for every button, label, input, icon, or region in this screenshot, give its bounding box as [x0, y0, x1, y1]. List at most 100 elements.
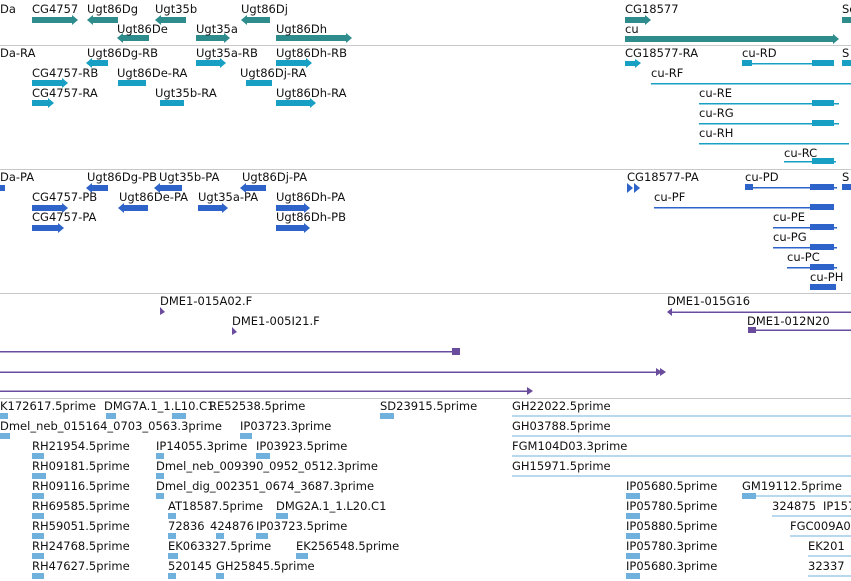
transcript-label-cu-RC[interactable]: cu-RC — [784, 146, 818, 160]
est-label[interactable]: IP03723.3prime — [240, 419, 332, 433]
est-label[interactable]: RH69585.5prime — [32, 499, 130, 513]
protein-CG4757-PB-glyph[interactable] — [32, 205, 62, 211]
protein-Ugt35b-PA-glyph[interactable] — [160, 185, 182, 191]
transcript-label-cu-RE[interactable]: cu-RE — [699, 86, 733, 100]
transcript-cu-RH-glyph[interactable] — [699, 143, 849, 145]
est-glyph[interactable] — [168, 513, 176, 519]
transcript-label-Ugt86Dg-RB[interactable]: Ugt86Dg-RB — [87, 46, 159, 60]
protein-label-Da-PA[interactable]: Da-PA — [0, 170, 35, 184]
est-glyph[interactable] — [296, 553, 308, 559]
transcript-label-Ugt86Dh-RB[interactable]: Ugt86Dh-RB — [276, 46, 348, 60]
est-label[interactable]: IP03923.5prime — [256, 439, 348, 453]
protein-label-cu-PG[interactable]: cu-PG — [773, 230, 807, 244]
gene-Ugt86Dj-glyph[interactable] — [247, 17, 270, 23]
transcript-CG4757-RA-glyph[interactable] — [32, 100, 48, 106]
protein-label-Ugt35b-PA[interactable]: Ugt35b-PA — [159, 170, 220, 184]
est-glyph[interactable] — [32, 513, 44, 519]
est-glyph[interactable] — [742, 493, 756, 499]
est-label[interactable]: GM19112.5prime — [742, 479, 842, 493]
protein-label-CG4757-PA[interactable]: CG4757-PA — [32, 210, 97, 224]
est-glyph[interactable] — [0, 433, 10, 439]
protein-Ugt35a-PA-glyph[interactable] — [198, 205, 222, 211]
protein-label-Ugt86Dg-PB[interactable]: Ugt86Dg-PB — [87, 170, 157, 184]
transcript-label-Ugt35a-RB[interactable]: Ugt35a-RB — [196, 46, 258, 60]
est-label[interactable]: RH21954.5prime — [32, 439, 130, 453]
protein-Da-PA-glyph[interactable] — [0, 185, 5, 191]
protein-Ugt86Dg-PB-glyph[interactable] — [92, 185, 108, 191]
protein-label-cu-PH[interactable]: cu-PH — [810, 270, 844, 284]
protein-CG4757-PA-glyph[interactable] — [32, 225, 58, 231]
clone-label-DME1-015A02.F[interactable]: DME1-015A02.F — [160, 294, 253, 308]
est-glyph[interactable] — [380, 413, 394, 419]
transcript-label-Ugt86Dh-RA[interactable]: Ugt86Dh-RA — [276, 86, 347, 100]
gene-label-CG18577[interactable]: CG18577 — [625, 2, 679, 16]
protein-cu-PG-glyph[interactable] — [773, 247, 837, 249]
gene-label-Ugt35a[interactable]: Ugt35a — [196, 22, 238, 36]
protein-label-cu-PE[interactable]: cu-PE — [773, 210, 805, 224]
transcript-label-Ugt86De-RA[interactable]: Ugt86De-RA — [117, 66, 188, 80]
est-label[interactable]: GH25845.5prime — [216, 559, 315, 573]
est-label[interactable]: IP14055.3prime — [156, 439, 248, 453]
clone-label-DME1-005I21.F[interactable]: DME1-005I21.F — [232, 314, 320, 328]
est-glyph[interactable] — [240, 433, 252, 439]
est-glyph[interactable] — [32, 573, 44, 579]
est-label[interactable]: EK063327.5prime — [168, 539, 272, 553]
est-label[interactable]: RE52538.5prime — [209, 399, 306, 413]
est-label[interactable]: IP03723.5prime — [256, 519, 348, 533]
est-glyph[interactable] — [32, 453, 44, 459]
est-glyph[interactable] — [168, 573, 176, 579]
protein-cu-PH-glyph[interactable] — [810, 284, 836, 290]
transcript-label-cu-RG[interactable]: cu-RG — [699, 106, 734, 120]
est-label[interactable]: RH59051.5prime — [32, 519, 130, 533]
transcript-cu-RG-glyph[interactable] — [699, 123, 839, 125]
est-glyph[interactable] — [256, 533, 268, 539]
transcript-cu-RF-glyph[interactable] — [651, 83, 851, 85]
est-label[interactable]: RH09181.5prime — [32, 459, 130, 473]
clone-span-line[interactable] — [0, 371, 656, 374]
transcript-S-glyph[interactable] — [842, 60, 851, 66]
est-label[interactable]: DMG2A.1_1.L20.C1 — [276, 499, 387, 513]
transcript-label-Ugt86Dj-RA[interactable]: Ugt86Dj-RA — [240, 66, 307, 80]
gene-label-cu[interactable]: cu — [625, 22, 639, 36]
est-glyph[interactable] — [808, 555, 851, 557]
gene-label-Ugt35b[interactable]: Ugt35b — [155, 2, 198, 16]
transcript-CG18577-RA-glyph[interactable] — [625, 61, 635, 66]
est-glyph[interactable] — [256, 453, 270, 459]
transcript-Ugt86Dh-RB-glyph[interactable] — [276, 60, 306, 66]
est-label[interactable]: RH09116.5prime — [32, 479, 130, 493]
est-glyph[interactable] — [512, 475, 851, 477]
est-label[interactable]: GH15971.5prime — [512, 459, 611, 473]
est-glyph[interactable] — [32, 553, 44, 559]
transcript-label-CG18577-RA[interactable]: CG18577-RA — [625, 46, 699, 60]
transcript-cu-RC-glyph[interactable] — [784, 161, 836, 163]
clone-label-DME1-012N20[interactable]: DME1-012N20 — [747, 314, 830, 328]
transcript-label-cu-RH[interactable]: cu-RH — [699, 126, 734, 140]
est-glyph[interactable] — [216, 573, 224, 579]
est-label[interactable]: EK256548.5prime — [296, 539, 400, 553]
est-label[interactable]: 520145 — [168, 559, 212, 573]
transcript-CG4757-RB-glyph[interactable] — [32, 80, 62, 86]
protein-cu-PE-glyph[interactable] — [773, 227, 837, 229]
protein-label-CG18577-PA[interactable]: CG18577-PA — [627, 170, 699, 184]
protein-label-S[interactable]: S — [842, 170, 850, 184]
est-glyph[interactable] — [790, 535, 851, 537]
est-label[interactable]: IP05680.5prime — [626, 479, 718, 493]
est-label[interactable]: Dmel_dig_002351_0674_3687.3prime — [156, 479, 375, 493]
transcript-label-S[interactable]: S — [842, 46, 850, 60]
est-glyph[interactable] — [156, 493, 164, 499]
est-label[interactable]: DMG7A.1_1.L10.C1 — [104, 399, 215, 413]
gene-Ugt35b-glyph[interactable] — [161, 17, 186, 23]
transcript-cu-RE-glyph[interactable] — [699, 103, 839, 105]
clone-label-DME1-015G16[interactable]: DME1-015G16 — [667, 294, 751, 308]
est-label[interactable]: SD23915.5prime — [380, 399, 478, 413]
gene-label-Ugt86Dj[interactable]: Ugt86Dj — [241, 2, 288, 16]
gene-Ugt86Dh-glyph[interactable] — [276, 35, 346, 41]
clone-DME1-015G16-glyph[interactable] — [672, 311, 851, 314]
clone-DME1-005I21.F-glyph[interactable] — [232, 327, 237, 335]
est-glyph[interactable] — [216, 533, 224, 539]
protein-label-cu-PF[interactable]: cu-PF — [654, 190, 686, 204]
clone-DME1-012N20-glyph[interactable] — [748, 327, 756, 333]
est-label[interactable]: FGC009A0 — [790, 519, 851, 533]
est-label[interactable]: IP157 — [823, 499, 851, 513]
transcript-Ugt86Dg-RB-glyph[interactable] — [92, 60, 108, 66]
